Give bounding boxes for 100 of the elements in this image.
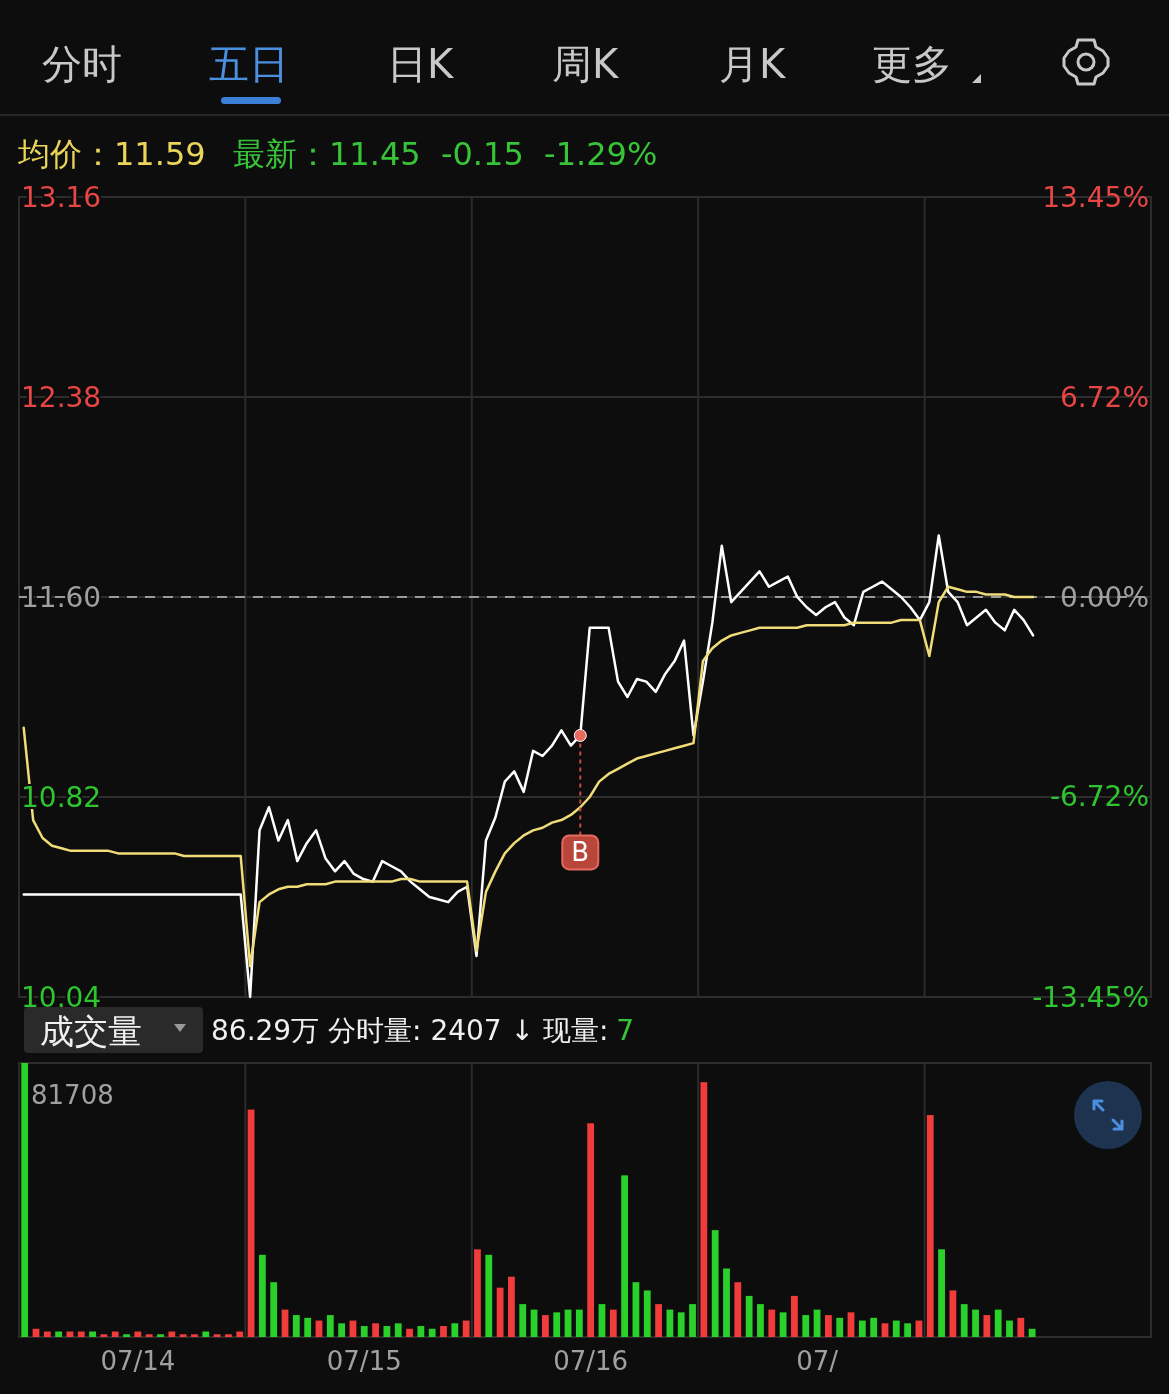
text: 五日 bbox=[209, 41, 289, 87]
bar bbox=[225, 1334, 232, 1337]
bar bbox=[134, 1331, 142, 1337]
bar bbox=[360, 1326, 368, 1337]
x-tick-label: 07/ bbox=[796, 1346, 839, 1376]
bar bbox=[191, 1334, 198, 1337]
bar bbox=[270, 1282, 278, 1337]
text: 均价：11.59 bbox=[17, 135, 206, 173]
bar bbox=[1006, 1320, 1013, 1337]
bar bbox=[938, 1249, 945, 1337]
y2-tick-label: 6.72% bbox=[1060, 380, 1149, 414]
bar bbox=[213, 1334, 221, 1337]
y2-tick-label: -13.45% bbox=[1032, 980, 1149, 1014]
bar bbox=[972, 1309, 979, 1337]
bar bbox=[55, 1331, 63, 1337]
y-tick-label: 13.16 bbox=[21, 180, 102, 214]
bar bbox=[655, 1304, 662, 1337]
bar bbox=[677, 1312, 685, 1337]
bar bbox=[304, 1317, 312, 1337]
text: 分时 bbox=[42, 41, 122, 87]
x-tick-label: 07/14 bbox=[100, 1346, 176, 1376]
bar bbox=[711, 1230, 719, 1337]
bar bbox=[768, 1309, 776, 1337]
bar bbox=[292, 1315, 300, 1337]
bar bbox=[689, 1304, 696, 1337]
bar bbox=[960, 1304, 968, 1337]
bar bbox=[145, 1334, 153, 1337]
bar bbox=[111, 1331, 119, 1337]
bar bbox=[77, 1331, 85, 1337]
bar bbox=[338, 1323, 346, 1337]
bar bbox=[100, 1334, 108, 1337]
x-tick-label: 07/15 bbox=[326, 1346, 402, 1376]
bar bbox=[836, 1317, 844, 1337]
bar bbox=[406, 1328, 413, 1337]
bar bbox=[428, 1328, 436, 1337]
bar bbox=[519, 1304, 527, 1337]
x-tick-label: 07/16 bbox=[553, 1346, 629, 1376]
bar bbox=[1028, 1328, 1036, 1337]
bar bbox=[179, 1334, 187, 1337]
bar bbox=[89, 1331, 96, 1337]
bar bbox=[983, 1315, 991, 1337]
bar bbox=[157, 1334, 164, 1337]
bar bbox=[779, 1312, 787, 1337]
text: 86.29万 分时量: 2407 ↓ 现量: bbox=[211, 1014, 609, 1047]
bar bbox=[474, 1249, 481, 1337]
bar bbox=[508, 1276, 515, 1337]
bar bbox=[326, 1315, 334, 1337]
bar bbox=[417, 1326, 425, 1337]
bar bbox=[643, 1290, 651, 1337]
bar bbox=[1017, 1317, 1025, 1337]
bar bbox=[870, 1317, 878, 1337]
bar bbox=[21, 1063, 29, 1337]
bar bbox=[609, 1309, 617, 1337]
bar bbox=[236, 1331, 244, 1337]
bar bbox=[258, 1254, 266, 1337]
bar bbox=[485, 1254, 493, 1337]
bar bbox=[700, 1082, 708, 1337]
bar bbox=[394, 1323, 402, 1337]
bar bbox=[745, 1295, 753, 1337]
y-tick-label: 12.38 bbox=[21, 380, 102, 414]
bar bbox=[43, 1331, 51, 1337]
text: 最新：11.45 -0.15 -1.29% bbox=[233, 135, 658, 173]
text: 更多 bbox=[872, 41, 952, 87]
bar bbox=[904, 1323, 912, 1337]
bar bbox=[462, 1320, 470, 1337]
bar bbox=[926, 1115, 934, 1337]
text: 成交量 bbox=[40, 1011, 142, 1051]
text: 月K bbox=[718, 41, 787, 87]
bar bbox=[858, 1320, 866, 1337]
bar bbox=[791, 1295, 798, 1337]
bar bbox=[802, 1315, 810, 1337]
bar bbox=[440, 1326, 447, 1337]
bar bbox=[847, 1312, 855, 1337]
bar bbox=[892, 1320, 900, 1337]
y-tick-label: 11.60 bbox=[21, 580, 102, 614]
bar bbox=[881, 1323, 889, 1337]
bar bbox=[553, 1312, 561, 1337]
bar bbox=[168, 1331, 176, 1337]
annotation: 81708 bbox=[31, 1080, 114, 1110]
bar bbox=[575, 1309, 583, 1337]
annotation: B bbox=[571, 837, 590, 868]
bar bbox=[202, 1331, 210, 1337]
bar bbox=[451, 1323, 459, 1337]
bar bbox=[994, 1309, 1002, 1337]
bar bbox=[723, 1268, 730, 1337]
bar bbox=[757, 1304, 764, 1337]
y-tick-label: 10.04 bbox=[21, 980, 102, 1014]
line-series bbox=[22, 585, 1035, 968]
bar bbox=[621, 1175, 629, 1337]
text: 周K bbox=[551, 41, 620, 87]
text: 日K bbox=[386, 41, 455, 87]
y2-tick-label: 0.00% bbox=[1060, 580, 1149, 614]
bar bbox=[824, 1315, 832, 1337]
bar bbox=[541, 1315, 549, 1337]
text: 7 bbox=[616, 1014, 635, 1047]
bar bbox=[372, 1323, 379, 1337]
y2-tick-label: 13.45% bbox=[1042, 180, 1149, 214]
bar bbox=[123, 1334, 130, 1337]
y2-tick-label: -6.72% bbox=[1049, 780, 1149, 814]
bar bbox=[587, 1123, 595, 1337]
